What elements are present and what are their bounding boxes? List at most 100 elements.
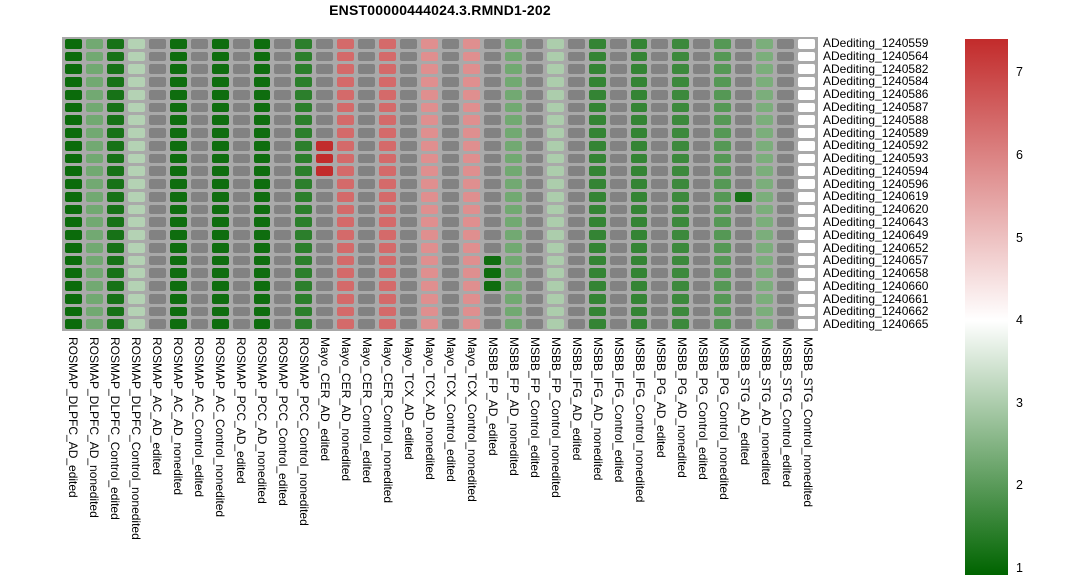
heatmap-cell (588, 268, 606, 279)
heatmap-cell (651, 39, 669, 49)
heatmap-cell (630, 64, 648, 75)
heatmap-cell (274, 89, 292, 100)
heatmap-cell (379, 77, 397, 87)
heatmap-cell (295, 51, 313, 62)
heatmap-cell (651, 179, 669, 189)
column-label: ROSMAP_PCC_Control_edited (276, 337, 290, 506)
heatmap-cell (735, 230, 753, 240)
row-label: ADediting_1240559 (823, 36, 929, 51)
heatmap-cell (504, 217, 522, 228)
column-label: MSBB_STG_AD_nonedited (759, 337, 773, 486)
heatmap-cell (735, 319, 753, 329)
heatmap-cell (525, 128, 543, 138)
heatmap-cell (693, 77, 711, 87)
heatmap-cell (190, 191, 208, 202)
heatmap-cell (65, 306, 82, 317)
heatmap-cell (232, 77, 250, 87)
heatmap-cell (148, 293, 166, 304)
heatmap-cell (400, 153, 418, 164)
row-label: ADediting_1240593 (823, 151, 929, 166)
heatmap-cell (337, 230, 355, 240)
heatmap-cell (316, 39, 334, 49)
heatmap-cell (777, 77, 795, 87)
heatmap-cell (358, 153, 376, 164)
heatmap-cell (358, 89, 376, 100)
heatmap-cell (106, 242, 124, 253)
heatmap-cell (211, 102, 229, 113)
heatmap-cell (169, 293, 187, 304)
heatmap-cell (588, 179, 606, 189)
heatmap-cell (190, 39, 208, 49)
heatmap-cell (169, 319, 187, 329)
heatmap-cell (85, 64, 103, 75)
heatmap-cell (504, 242, 522, 253)
heatmap-cell (442, 89, 459, 100)
heatmap-cell (85, 268, 103, 279)
heatmap-cell (546, 179, 564, 189)
heatmap-cell (337, 64, 355, 75)
heatmap-cell (316, 77, 334, 87)
heatmap-cell (106, 281, 124, 291)
heatmap-cell (400, 255, 418, 266)
heatmap-cell (672, 39, 690, 49)
heatmap-cell (400, 102, 418, 113)
heatmap-cell (379, 140, 397, 151)
heatmap-cell (588, 140, 606, 151)
row-label: ADediting_1240589 (823, 125, 929, 140)
heatmap-cell (651, 140, 669, 151)
heatmap-cell (358, 319, 376, 329)
colorbar: 7 6 5 4 3 2 1 (965, 39, 1023, 575)
heatmap-cell (106, 115, 124, 126)
heatmap-cell (148, 140, 166, 151)
heatmap-cell (253, 89, 271, 100)
heatmap-cell (588, 39, 606, 49)
heatmap-cell (253, 102, 271, 113)
heatmap-cell (421, 166, 438, 177)
heatmap-cell (442, 128, 459, 138)
heatmap-cell (630, 230, 648, 240)
heatmap-cell (714, 217, 732, 228)
heatmap-cell (253, 191, 271, 202)
heatmap-cell (295, 115, 313, 126)
heatmap-cell (714, 140, 732, 151)
column-label: ROSMAP_PCC_Control_nonedited (297, 337, 311, 526)
heatmap-cell (400, 230, 418, 240)
heatmap-cell (777, 268, 795, 279)
column-label: MSBB_FP_AD_edited (486, 337, 500, 456)
heatmap-cell (106, 306, 124, 317)
heatmap-cell (379, 281, 397, 291)
heatmap-cell (630, 293, 648, 304)
heatmap-cell (714, 179, 732, 189)
heatmap-cell (127, 230, 145, 240)
heatmap-cell (546, 293, 564, 304)
heatmap-cell (609, 191, 627, 202)
heatmap-cell (693, 51, 711, 62)
heatmap-cell (672, 281, 690, 291)
heatmap-cell (169, 51, 187, 62)
heatmap-cell (127, 102, 145, 113)
heatmap-cell (232, 242, 250, 253)
heatmap-cell (735, 191, 753, 202)
heatmap-cell (609, 268, 627, 279)
heatmap-cell (672, 179, 690, 189)
heatmap-cell (567, 128, 585, 138)
heatmap-cell (588, 89, 606, 100)
heatmap-cell (798, 39, 815, 49)
heatmap-cell (525, 293, 543, 304)
heatmap-cell (295, 140, 313, 151)
heatmap-cell (85, 89, 103, 100)
heatmap-cell (546, 255, 564, 266)
heatmap-cell (567, 77, 585, 87)
heatmap-cell (190, 102, 208, 113)
heatmap-cell (274, 306, 292, 317)
heatmap-cell (567, 306, 585, 317)
heatmap-cell (169, 128, 187, 138)
heatmap-cell (295, 255, 313, 266)
heatmap-cell (400, 89, 418, 100)
column-label: MSBB_STG_Control_edited (780, 337, 794, 488)
heatmap-cell (85, 140, 103, 151)
heatmap-cell (546, 191, 564, 202)
heatmap-cell (211, 153, 229, 164)
heatmap-cell (295, 293, 313, 304)
colorbar-tick-label: 7 (1016, 65, 1023, 80)
